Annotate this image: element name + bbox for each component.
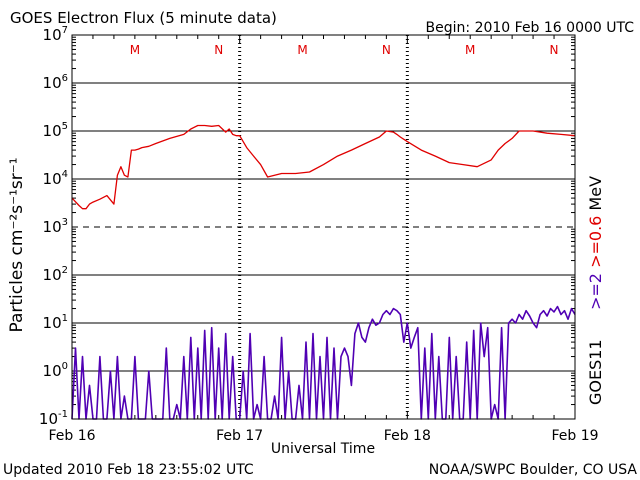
marker-m-4: M [465, 43, 475, 57]
y-tick-label: 101 [43, 313, 68, 332]
y-tick-label: 107 [43, 25, 68, 44]
y-tick-label: 106 [43, 73, 68, 92]
x-tick-label: Feb 16 [48, 428, 95, 444]
energy-label: >=2 >=0.6 MeV [586, 176, 605, 310]
marker-n-1: N [214, 43, 223, 57]
x-axis-label: Universal Time [271, 441, 375, 457]
y-tick-label: 102 [43, 265, 68, 284]
x-axis-labels: Feb 16 Feb 17 Feb 18 Feb 19 [48, 428, 598, 444]
x-tick-label: Feb 18 [384, 428, 431, 444]
y-tick-label: 105 [43, 121, 68, 140]
x-tick-label: Feb 19 [551, 428, 598, 444]
satellite-label: GOES11 [586, 339, 605, 405]
marker-m-0: M [130, 43, 140, 57]
y-tick-label: 104 [43, 169, 68, 188]
begin-date-label: Begin: 2010 Feb 16 0000 UTC [426, 20, 635, 36]
marker-n-3: N [382, 43, 391, 57]
chart-title: GOES Electron Flux (5 minute data) [10, 9, 277, 27]
y-axis-labels: 107 106 105 104 103 102 101 100 10-1 [39, 25, 68, 428]
marker-n-5: N [550, 43, 559, 57]
updated-timestamp: Updated 2010 Feb 18 23:55:02 UTC [3, 462, 254, 478]
y-tick-label: 100 [43, 361, 68, 380]
y-axis-label: Particles cm⁻²s⁻¹sr⁻¹ [7, 157, 27, 332]
y-tick-label: 10-1 [39, 409, 68, 428]
series-line-0p6-mev [71, 124, 576, 210]
x-tick-label: Feb 17 [216, 428, 263, 444]
plot-frame [71, 34, 576, 420]
y-tick-label: 103 [43, 217, 68, 236]
source-credit: NOAA/SWPC Boulder, CO USA [429, 462, 638, 478]
marker-m-2: M [297, 43, 307, 57]
